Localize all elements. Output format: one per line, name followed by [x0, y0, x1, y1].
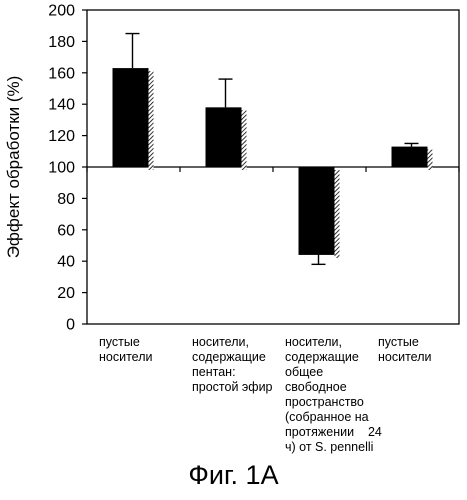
y-tick-label: 200	[48, 3, 75, 20]
category-label: пентан:	[192, 365, 236, 379]
bar-shadow	[334, 170, 340, 258]
figure-caption: Фиг. 1А	[188, 460, 279, 490]
category-label: протяжении 24	[285, 425, 382, 439]
y-tick-label: 180	[48, 34, 75, 51]
y-axis-label: Эффект обработки (%)	[4, 76, 23, 259]
y-tick-label: 160	[48, 65, 75, 82]
category-label: свободное	[285, 380, 347, 394]
y-tick-label: 120	[48, 128, 75, 145]
category-label: носители,	[285, 335, 342, 349]
category-label: носители,	[192, 335, 249, 349]
y-tick-label: 40	[57, 254, 75, 271]
category-label: содержащие	[192, 350, 266, 364]
bar	[112, 68, 149, 167]
y-tick-label: 140	[48, 97, 75, 114]
category-label: содержащие	[285, 350, 359, 364]
category-label: простой эфир	[192, 380, 273, 394]
bar	[298, 167, 335, 255]
category-label: ч) от S. pennelli	[285, 440, 373, 454]
bar-shadow	[241, 110, 247, 170]
category-label: носители	[99, 350, 153, 364]
bar	[391, 146, 428, 167]
bar	[205, 107, 242, 167]
category-label: (собранное на	[285, 410, 369, 424]
y-tick-label: 20	[57, 285, 75, 302]
chart: 0 20 40 60 80 100 120 140 160 180 200 Эффект обрабо…	[4, 3, 460, 454]
category-label: пространство	[285, 395, 364, 409]
y-tick-label: 60	[57, 222, 75, 239]
bar-shadow	[148, 71, 154, 170]
y-tick-label: 0	[66, 317, 75, 334]
y-tick-label: 100	[48, 160, 75, 177]
bar-shadow	[427, 149, 433, 170]
y-tick-label: 80	[57, 191, 75, 208]
category-label: носители	[378, 350, 432, 364]
category-label: общее	[285, 365, 323, 379]
category-label: пустые	[99, 335, 140, 349]
category-label: пустые	[378, 335, 419, 349]
